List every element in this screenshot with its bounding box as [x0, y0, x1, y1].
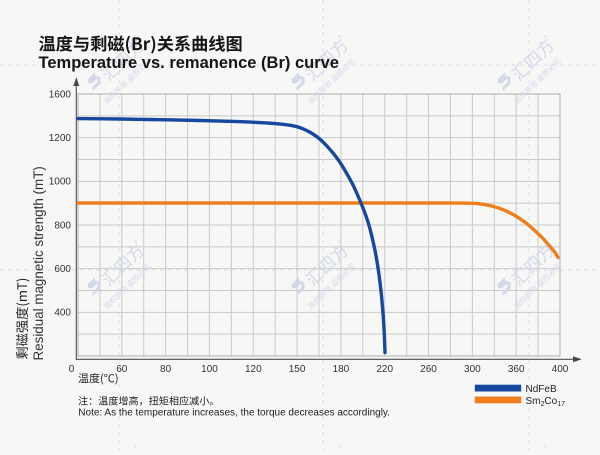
svg-text:0: 0: [69, 364, 75, 375]
svg-text:Sm2Co17: Sm2Co17: [526, 396, 566, 408]
svg-text:1200: 1200: [49, 133, 72, 144]
svg-text:Temperature vs. remanence (Br): Temperature vs. remanence (Br) curve: [39, 54, 340, 72]
svg-text:80: 80: [160, 364, 172, 375]
svg-text:360: 360: [508, 364, 525, 375]
svg-text:300: 300: [464, 364, 481, 375]
svg-text:Residual magnetic strength (mT: Residual magnetic strength (mT): [31, 166, 46, 360]
svg-text:600: 600: [54, 264, 71, 275]
svg-text:220: 220: [376, 364, 393, 375]
svg-text:NdFeB: NdFeB: [526, 384, 557, 395]
svg-text:1000: 1000: [49, 177, 72, 188]
svg-text:Note: As the temperature incre: Note: As the temperature increases, the …: [78, 408, 390, 419]
svg-text:260: 260: [420, 364, 437, 375]
svg-text:120: 120: [245, 364, 262, 375]
svg-text:1600: 1600: [49, 89, 72, 100]
svg-text:150: 150: [289, 364, 306, 375]
svg-text:800: 800: [54, 220, 71, 231]
svg-text:400: 400: [54, 308, 71, 319]
svg-text:60: 60: [116, 364, 128, 375]
svg-text:100: 100: [201, 364, 218, 375]
svg-text:180: 180: [333, 364, 350, 375]
svg-text:400: 400: [552, 364, 569, 375]
